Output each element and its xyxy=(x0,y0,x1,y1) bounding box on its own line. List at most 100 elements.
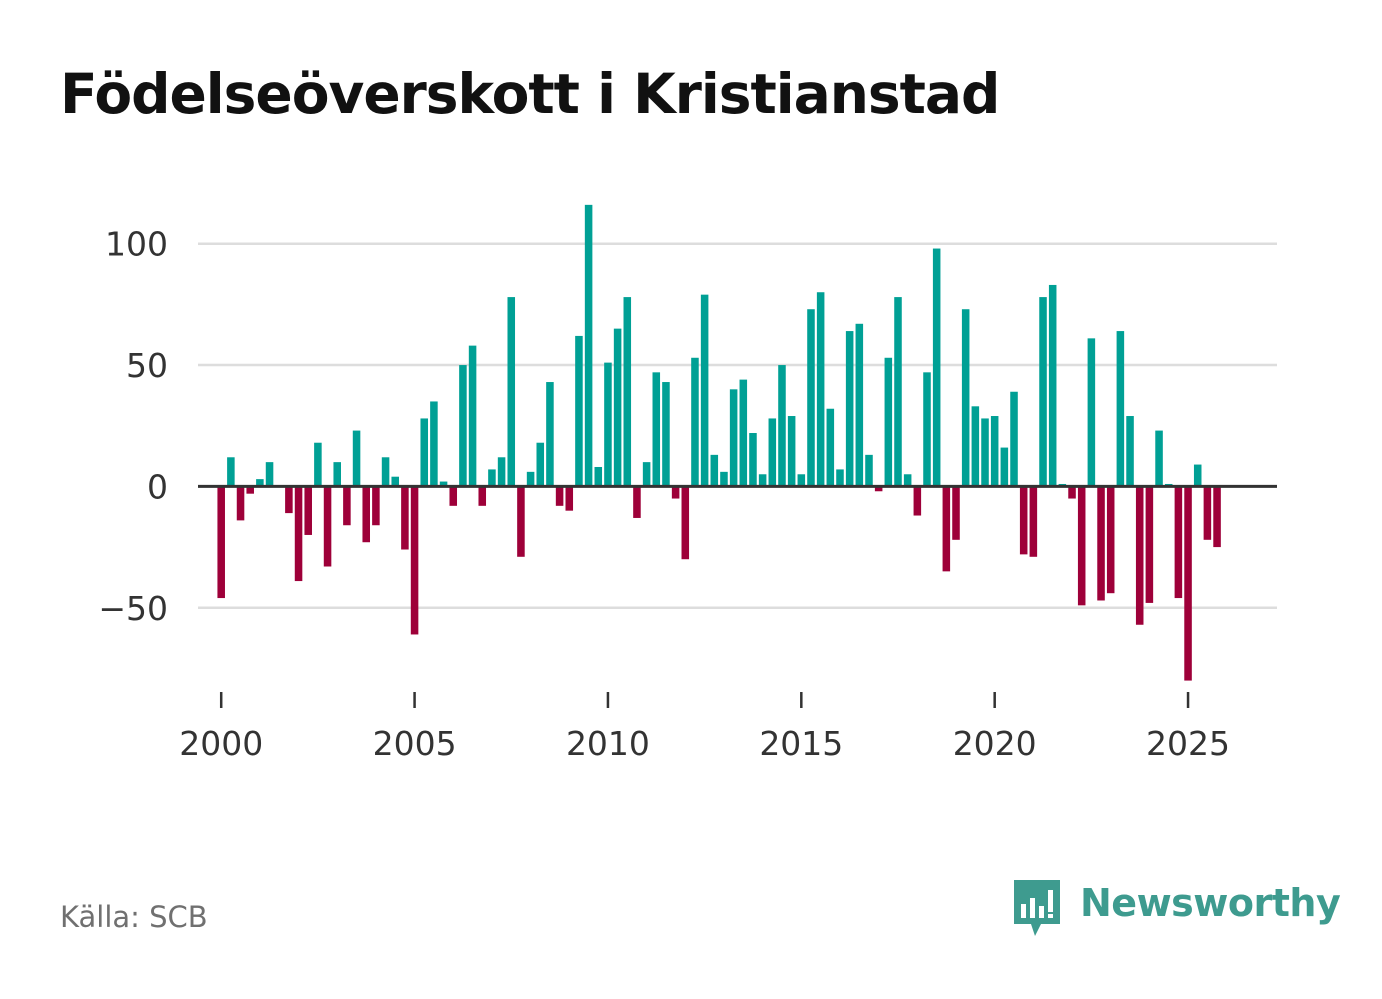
bar-negative xyxy=(343,486,351,526)
bar-positive xyxy=(807,309,815,487)
bar-positive xyxy=(923,372,931,487)
chart-title: Födelseöverskott i Kristianstad xyxy=(60,62,1000,126)
bar-negative xyxy=(372,486,380,526)
bar-positive xyxy=(526,471,535,487)
bar-positive xyxy=(865,454,873,487)
bar-positive xyxy=(691,357,699,487)
y-tick-label: 50 xyxy=(126,346,168,385)
bar-positive xyxy=(642,462,651,487)
bar-positive xyxy=(575,335,583,487)
bar-positive xyxy=(623,297,632,487)
bar-positive xyxy=(488,469,496,487)
bar-positive xyxy=(710,454,719,487)
bar-positive xyxy=(265,462,274,487)
bar-negative xyxy=(1145,486,1154,603)
bar-negative xyxy=(1106,486,1115,594)
bar-positive xyxy=(497,457,506,487)
bar-positive xyxy=(787,416,796,487)
bar-negative xyxy=(1097,486,1105,601)
y-tick-label: 100 xyxy=(105,225,168,264)
bar-positive xyxy=(758,474,767,487)
bar-positive xyxy=(836,469,844,487)
bar-positive xyxy=(546,382,554,487)
bar-negative xyxy=(952,486,960,540)
bar-positive xyxy=(932,248,941,487)
bar-positive xyxy=(439,481,448,487)
bar-positive xyxy=(981,418,989,487)
bar-positive xyxy=(594,466,603,487)
x-tick-label: 2010 xyxy=(566,724,650,763)
x-axis-ticks: 2000 2005 2010 2015 2020 2025 xyxy=(179,692,1230,763)
bar-positive xyxy=(1126,416,1134,487)
bar-positive xyxy=(739,379,748,487)
x-tick-label: 2015 xyxy=(759,724,843,763)
bar-positive xyxy=(990,416,999,487)
x-tick-label: 2005 xyxy=(373,724,457,763)
bar-positive xyxy=(1116,331,1125,487)
bar-positive xyxy=(768,418,777,487)
bar-negative xyxy=(517,486,525,557)
bar-positive xyxy=(507,297,516,487)
bar-negative xyxy=(246,486,254,494)
bar-positive xyxy=(662,382,670,487)
y-tick-label: −50 xyxy=(98,589,168,628)
bar-positive xyxy=(1087,338,1096,487)
source-label: Källa: SCB xyxy=(60,900,208,934)
bar-positive xyxy=(797,474,806,487)
newsworthy-logo-icon xyxy=(1014,880,1060,936)
bar-negative xyxy=(1203,486,1212,540)
bar-positive xyxy=(1039,297,1047,487)
bar-negative xyxy=(449,486,458,506)
bar-negative xyxy=(555,486,564,506)
brand-name: Newsworthy xyxy=(1080,881,1341,925)
bar-positive xyxy=(961,309,970,487)
x-tick-label: 2020 xyxy=(953,724,1037,763)
bar-positive xyxy=(894,297,902,487)
bar-negative xyxy=(285,486,293,514)
bar-negative xyxy=(874,486,883,492)
bar-positive xyxy=(536,442,545,487)
brand-logo[interactable]: Newsworthy xyxy=(1010,876,1341,942)
bar-positive xyxy=(1000,447,1009,487)
bar-negative xyxy=(1077,486,1086,606)
bar-positive xyxy=(381,457,390,487)
bar-chart: 100 50 0 −50 2000 2005 2010 2015 2020 2025 xyxy=(98,204,1277,763)
bar-positive xyxy=(468,345,477,487)
bar-positive xyxy=(604,362,612,487)
y-axis-ticks: 100 50 0 −50 xyxy=(98,225,168,628)
bar-negative xyxy=(401,486,409,550)
bar-positive xyxy=(613,328,622,487)
bar-positive xyxy=(1048,284,1057,487)
bar-negative xyxy=(410,486,419,635)
bar-positive xyxy=(227,457,235,487)
bar-positive xyxy=(459,365,467,487)
bar-negative xyxy=(294,486,303,582)
bars xyxy=(217,204,1221,681)
bar-positive xyxy=(729,389,738,487)
bar-positive xyxy=(1193,464,1202,487)
bar-negative xyxy=(1068,486,1076,499)
bar-positive xyxy=(700,294,709,487)
bar-positive xyxy=(314,442,322,487)
bar-negative xyxy=(1184,486,1192,681)
bar-negative xyxy=(362,486,371,543)
bar-positive xyxy=(1155,430,1163,487)
bar-positive xyxy=(845,331,854,487)
bar-negative xyxy=(565,486,574,511)
bar-negative xyxy=(1029,486,1038,557)
bar-negative xyxy=(236,486,245,521)
y-tick-label: 0 xyxy=(147,467,168,506)
bar-positive xyxy=(903,474,912,487)
bar-positive xyxy=(333,462,341,487)
bar-positive xyxy=(256,479,264,487)
bar-positive xyxy=(430,401,438,487)
bar-positive xyxy=(420,418,429,487)
bar-positive xyxy=(720,471,728,487)
x-tick-label: 2000 xyxy=(179,724,263,763)
bar-negative xyxy=(633,486,641,518)
bar-positive xyxy=(652,372,661,487)
bar-negative xyxy=(1213,486,1221,548)
bar-positive xyxy=(855,323,864,487)
bar-positive xyxy=(971,406,980,487)
bar-positive xyxy=(884,357,893,487)
